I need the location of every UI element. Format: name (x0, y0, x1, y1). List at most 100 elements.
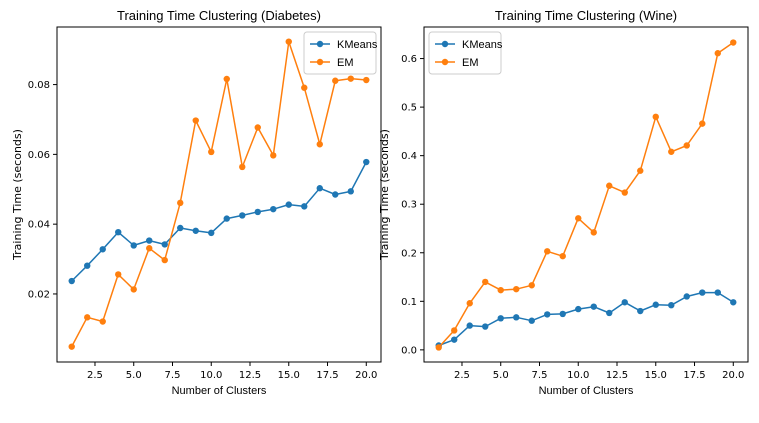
series-line-kmeans (438, 291, 734, 347)
data-point-em (239, 163, 246, 171)
y-tick-label: 0.4 (401, 151, 417, 162)
data-point-kmeans (332, 191, 339, 198)
data-point-kmeans (544, 311, 551, 318)
series-line-em (438, 41, 734, 348)
data-point-kmeans (528, 317, 535, 324)
data-point-em (451, 327, 458, 334)
y-axis-label: Training Time (seconds) (378, 129, 391, 261)
data-point-em (270, 152, 277, 159)
data-point-em (652, 113, 659, 121)
y-axis-label: Training Time (seconds) (11, 129, 24, 261)
data-point-em (68, 343, 75, 350)
data-point-em (668, 148, 675, 155)
data-point-em (544, 248, 551, 255)
y-tick-label: 0.5 (401, 103, 417, 114)
x-axis-label: Number of Clusters (539, 385, 634, 397)
chart-title: Training Time Clustering (Wine) (495, 8, 677, 23)
data-point-kmeans (482, 323, 489, 330)
x-tick-label: 17.5 (683, 370, 705, 381)
y-tick-label: 0.1 (401, 297, 417, 308)
data-point-kmeans (497, 315, 504, 322)
legend-marker-em (441, 58, 449, 66)
x-tick-label: 17.5 (316, 370, 338, 381)
legend-marker-em (316, 58, 324, 66)
data-point-em (575, 215, 582, 222)
legend-label-em: EM (337, 57, 354, 69)
chart-title: Training Time Clustering (Diabetes) (117, 8, 321, 23)
wine-chart: Training Time Clustering (Wine) 2.5 5.0 7.5… (378, 8, 749, 397)
y-tick-label: 0.08 (28, 80, 50, 91)
data-point-kmeans (270, 205, 277, 213)
data-point-kmeans (99, 246, 106, 253)
x-tick-label: 15.0 (278, 370, 300, 381)
data-point-kmeans (130, 242, 137, 249)
data-point-kmeans (451, 336, 458, 343)
data-point-em (513, 285, 520, 293)
y-tick-label: 0.6 (401, 54, 417, 65)
x-tick-label: 20.0 (355, 370, 377, 381)
legend-label-kmeans: KMeans (462, 39, 503, 51)
data-point-em (347, 75, 354, 82)
legend-marker-kmeans (441, 40, 449, 48)
plot-frame (423, 26, 749, 363)
y-tick-label: 0.3 (401, 200, 417, 211)
data-point-em (192, 117, 199, 124)
data-point-kmeans (652, 301, 659, 308)
y-tick-label: 0.04 (28, 220, 50, 231)
data-point-em (730, 39, 737, 46)
data-point-em (161, 256, 168, 264)
data-point-em (528, 282, 535, 289)
data-point-kmeans (301, 203, 308, 210)
data-point-em (130, 286, 137, 293)
data-point-kmeans (559, 310, 566, 318)
x-tick-label: 7.5 (532, 370, 548, 381)
x-tick-label: 10.0 (200, 370, 222, 381)
data-point-em (285, 38, 292, 45)
data-point-em (84, 314, 91, 321)
data-point-kmeans (285, 201, 292, 208)
data-point-em (223, 75, 230, 83)
data-point-em (683, 142, 690, 149)
x-tick-label: 10.0 (567, 370, 589, 381)
data-point-em (146, 245, 153, 252)
data-point-kmeans (637, 307, 644, 315)
data-point-kmeans (146, 237, 153, 244)
data-point-kmeans (347, 188, 354, 195)
data-point-em (621, 189, 628, 196)
x-tick-label: 15.0 (645, 370, 667, 381)
legend-label-em: EM (462, 57, 479, 69)
x-tick-label: 5.0 (493, 370, 509, 381)
data-point-kmeans (223, 215, 230, 222)
data-point-em (714, 50, 721, 57)
data-point-em (435, 344, 442, 351)
data-point-kmeans (208, 229, 215, 237)
y-tick-label: 0.02 (28, 289, 50, 300)
data-point-em (466, 300, 473, 307)
data-point-kmeans (699, 289, 706, 296)
series-line-em (71, 40, 367, 347)
data-point-em (254, 124, 261, 131)
x-tick-label: 20.0 (722, 370, 744, 381)
data-point-em (208, 148, 215, 156)
data-point-kmeans (606, 309, 613, 317)
data-point-em (316, 141, 323, 148)
x-tick-label: 2.5 (454, 370, 470, 381)
data-point-em (332, 77, 339, 84)
data-point-kmeans (730, 299, 737, 306)
x-tick-label: 12.5 (239, 370, 261, 381)
data-point-em (99, 318, 106, 325)
data-point-kmeans (177, 224, 184, 232)
data-point-em (590, 229, 597, 236)
legend-marker-kmeans (316, 40, 324, 48)
x-tick-label: 5.0 (126, 370, 142, 381)
data-point-kmeans (714, 289, 721, 296)
x-tick-label: 2.5 (87, 370, 103, 381)
data-point-kmeans (254, 208, 261, 216)
data-point-em (497, 286, 504, 294)
y-tick-label: 0.2 (401, 248, 417, 259)
data-point-kmeans (575, 305, 582, 313)
x-tick-label: 7.5 (165, 370, 181, 381)
data-point-kmeans (668, 301, 675, 309)
x-tick-label: 12.5 (606, 370, 628, 381)
data-point-kmeans (68, 277, 75, 285)
